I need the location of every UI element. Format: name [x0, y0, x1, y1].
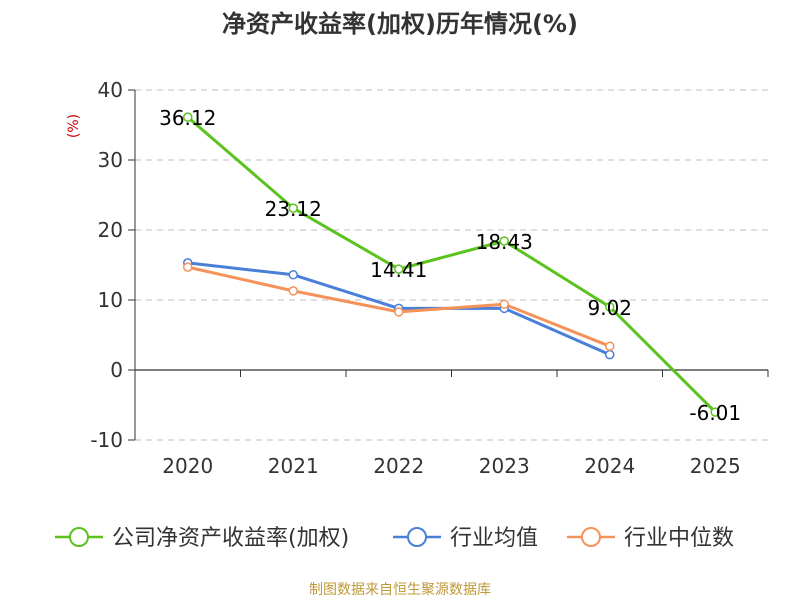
data-point: [499, 299, 509, 309]
legend-marker: [69, 527, 89, 547]
x-tick-label: 2022: [373, 454, 424, 478]
data-point: [605, 341, 615, 351]
data-point: [183, 262, 193, 272]
legend-label: 行业均值: [450, 526, 538, 551]
y-tick-label: 20: [98, 218, 123, 242]
y-tick-label: 0: [110, 358, 123, 382]
y-tick-label: 10: [98, 288, 123, 312]
data-point: [288, 203, 298, 213]
series: [183, 112, 720, 417]
data-label: 9.02: [587, 296, 632, 320]
data-label: 36.12: [159, 106, 216, 130]
data-point: [288, 286, 298, 296]
data-point: [710, 407, 720, 417]
legend-marker: [407, 527, 427, 547]
data-point: [499, 236, 509, 246]
x-tick-label: 2020: [162, 454, 213, 478]
x-tick-label: 2024: [584, 454, 635, 478]
data-label: 18.43: [476, 230, 533, 254]
data-point: [394, 264, 404, 274]
data-point: [183, 112, 193, 122]
y-axis-unit: (%): [66, 114, 82, 138]
data-label: 14.41: [370, 258, 427, 282]
legend: 公司净资产收益率(加权) 行业均值 行业中位数: [55, 526, 734, 551]
y-tick-label: -10: [90, 428, 123, 452]
y-tick-label: 30: [98, 148, 123, 172]
legend-label: 行业中位数: [624, 526, 734, 551]
data-point: [288, 270, 298, 280]
legend-marker: [581, 527, 601, 547]
grid: [135, 89, 768, 441]
chart-title: 净资产收益率(加权)历年情况(%): [222, 10, 578, 38]
axes: -10 0 10 20 30 40 2020 2021 2022 2023 2024 2025: [90, 78, 769, 478]
source-note: 制图数据来自恒生聚源数据库: [309, 582, 491, 598]
data-point: [605, 302, 615, 312]
data-labels: 36.12 23.12 14.41 18.43 9.02 -6.01: [159, 106, 741, 425]
series-line: [186, 116, 717, 414]
x-tick-label: 2023: [479, 454, 530, 478]
data-label: 23.12: [265, 197, 322, 221]
data-point: [394, 307, 404, 317]
x-tick-label: 2025: [690, 454, 741, 478]
y-tick-label: 40: [98, 78, 123, 102]
legend-label: 公司净资产收益率(加权): [112, 526, 349, 551]
data-label: -6.01: [689, 401, 741, 425]
data-point: [605, 349, 615, 360]
x-tick-label: 2021: [268, 454, 319, 478]
